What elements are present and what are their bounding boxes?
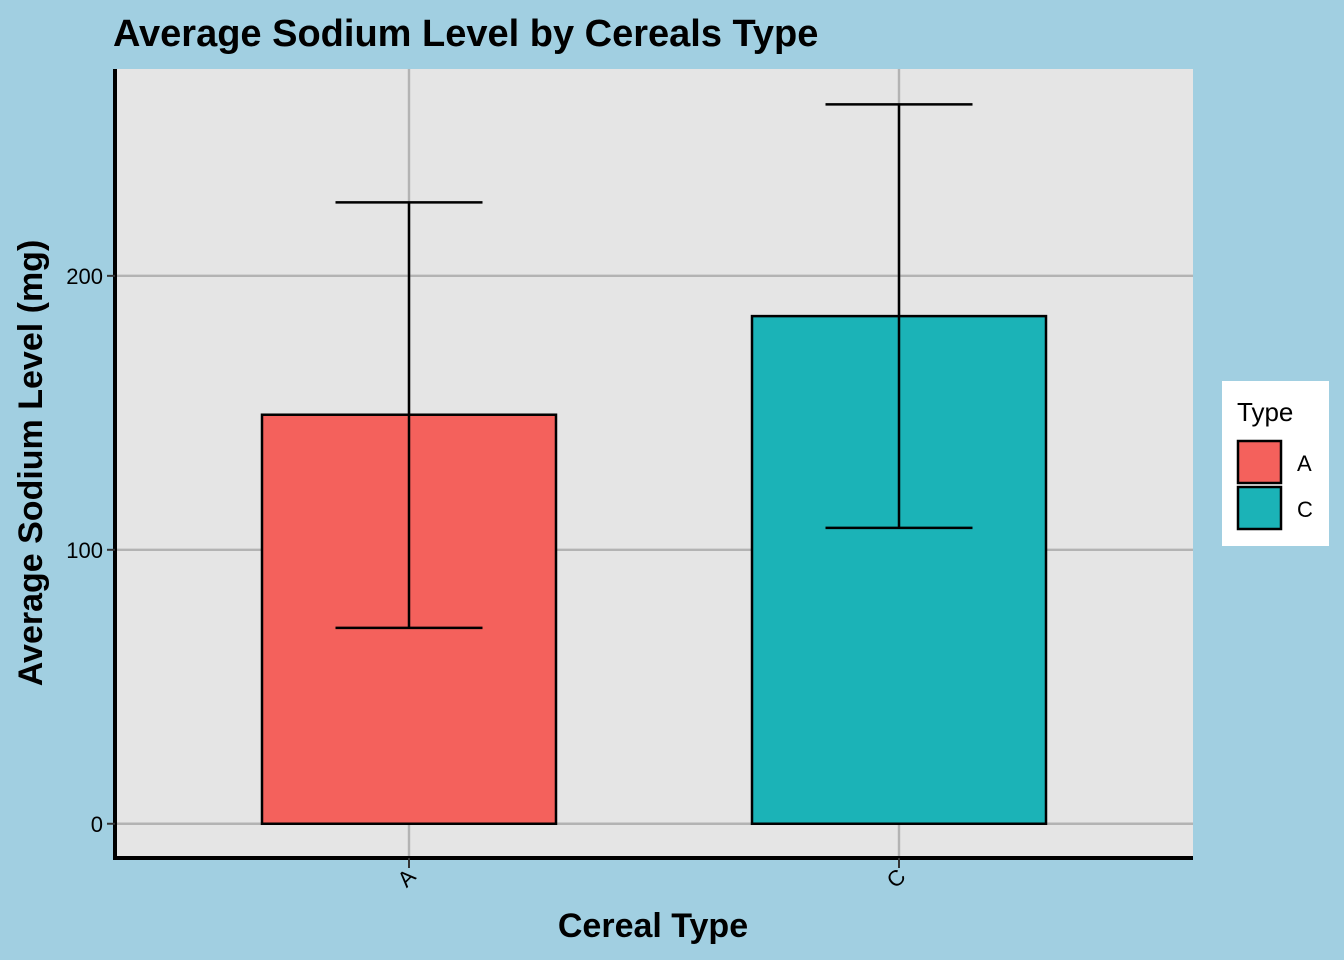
- chart-title: Average Sodium Level by Cereals Type: [113, 13, 818, 55]
- y-tick-label: 200: [66, 264, 103, 289]
- legend-label-C: C: [1297, 497, 1313, 522]
- y-tick-label: 0: [91, 812, 103, 837]
- y-axis-title: Average Sodium Level (mg): [12, 240, 50, 687]
- y-ticks: 0 100 200: [66, 264, 115, 837]
- y-tick-label: 100: [66, 538, 103, 563]
- error-bars: [335, 103, 973, 630]
- axes: [113, 69, 1193, 860]
- legend-key-A: [1236, 439, 1283, 485]
- legend-key-C: [1236, 485, 1283, 531]
- legend-label-A: A: [1297, 451, 1312, 476]
- x-axis-title: Cereal Type: [558, 907, 748, 945]
- legend: Type AC: [1222, 381, 1329, 546]
- legend-entries: AC: [1236, 439, 1313, 531]
- legend-title: Type: [1237, 397, 1293, 427]
